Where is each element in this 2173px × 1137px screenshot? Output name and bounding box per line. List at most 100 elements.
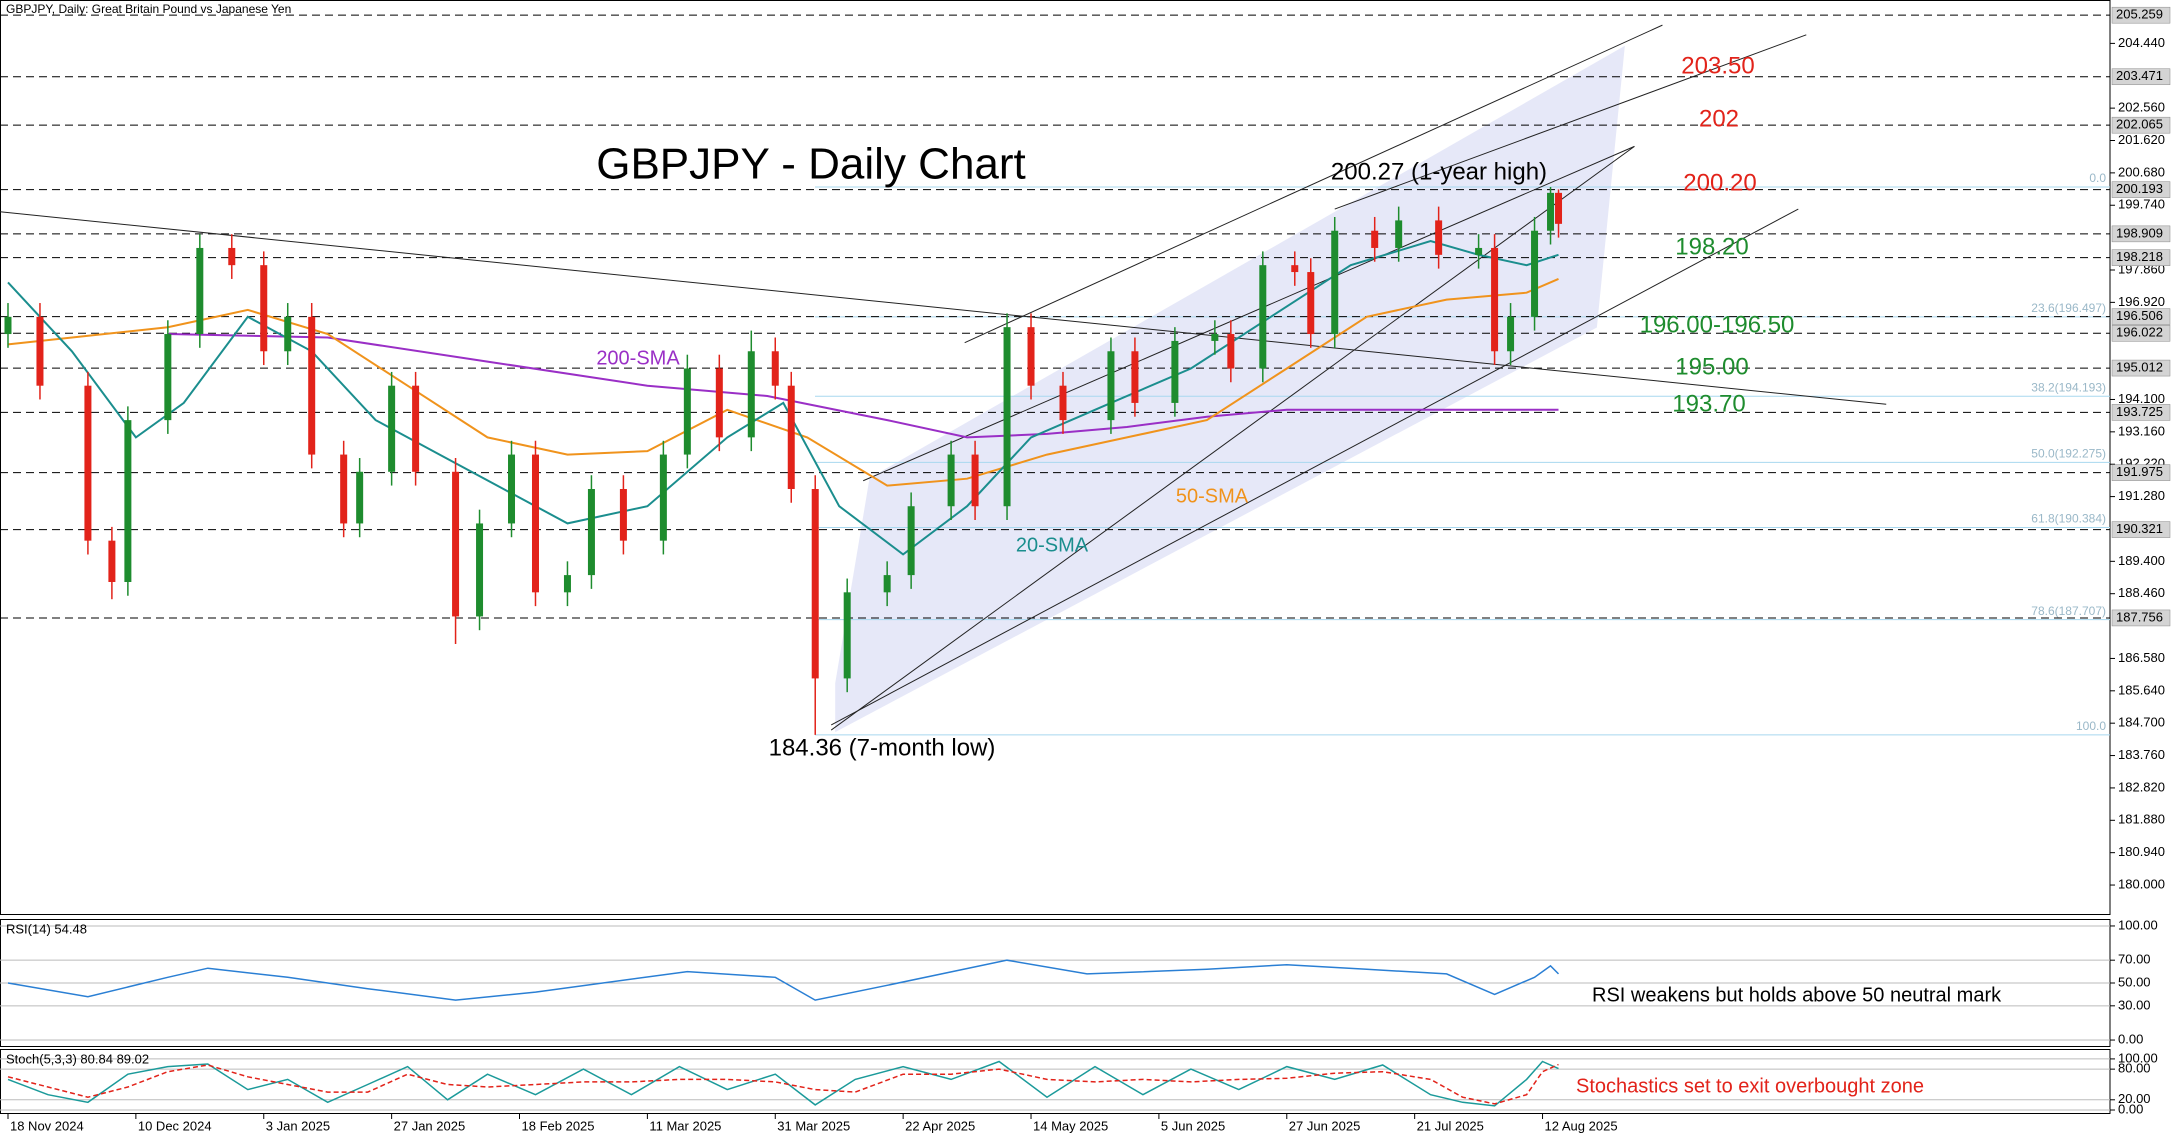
y-tick-label: 193.160 — [2118, 423, 2165, 438]
level-label: 195.012 — [2116, 360, 2163, 375]
sma-label: 20-SMA — [1016, 534, 1089, 556]
x-tick-label: 27 Jun 2025 — [1289, 1118, 1361, 1133]
annotation: 195.00 — [1675, 353, 1748, 380]
candle-body — [843, 592, 851, 679]
level-label: 190.321 — [2116, 521, 2163, 536]
trendline — [1334, 34, 1807, 210]
candle-body — [947, 454, 955, 507]
candle-body — [36, 316, 44, 386]
annotation: 200.27 (1-year high) — [1331, 158, 1547, 185]
y-tick-label: 182.820 — [2118, 779, 2165, 794]
candle-body — [771, 351, 779, 386]
candle-body — [1371, 230, 1379, 248]
level-label-box — [2111, 225, 2171, 243]
y-tick-label: 202.560 — [2118, 100, 2165, 115]
chart-subtitle: GBPJPY, Daily: Great Britain Pound vs Ja… — [6, 2, 291, 16]
x-tick-label: 3 Jan 2025 — [266, 1118, 330, 1133]
panel-title: Stoch(5,3,3) 80.84 89.02 — [6, 1051, 149, 1066]
panel-frame — [0, 0, 2111, 915]
level-label-box — [2111, 325, 2171, 342]
panel-frame — [0, 1049, 2111, 1114]
y-tick-label: 199.740 — [2118, 197, 2165, 212]
channel-area — [835, 45, 1625, 733]
x-tick-label: 18 Nov 2024 — [10, 1118, 84, 1133]
level-label: 198.218 — [2116, 249, 2163, 264]
candle-body — [308, 316, 316, 455]
chart-title: GBPJPY - Daily Chart — [596, 140, 1026, 189]
annotation: 184.36 (7-month low) — [769, 734, 996, 761]
x-tick-label: 5 Jun 2025 — [1161, 1118, 1225, 1133]
candle-body — [1547, 192, 1555, 231]
y-tick-label: 180.000 — [2118, 876, 2165, 891]
candle-body — [1395, 220, 1403, 248]
y-tick-label: 100.00 — [2118, 1050, 2158, 1065]
candle-body — [1555, 192, 1563, 224]
annotation: Stochastics set to exit overbought zone — [1576, 1075, 1924, 1097]
trendline — [964, 24, 1663, 344]
panel-title: RSI(14) 54.48 — [6, 921, 87, 936]
candle-body — [1003, 327, 1011, 507]
series-line — [7, 959, 1560, 1001]
level-label-box — [2111, 464, 2171, 481]
series-line — [167, 333, 1559, 439]
level-label: 193.725 — [2116, 404, 2163, 419]
level-label: 200.193 — [2116, 181, 2163, 196]
candle-body — [1435, 220, 1443, 255]
y-tick-label: 196.920 — [2118, 294, 2165, 309]
x-tick-label: 18 Feb 2025 — [522, 1118, 595, 1133]
candle-body — [4, 316, 12, 335]
series-line — [7, 277, 1559, 487]
candle-body — [683, 368, 691, 455]
annotation: 198.20 — [1675, 233, 1748, 260]
candle-body — [452, 471, 460, 617]
level-label-box — [2111, 359, 2171, 377]
y-tick-label: 188.460 — [2118, 585, 2165, 600]
candle-body — [531, 454, 539, 593]
candle-body — [1131, 351, 1139, 403]
x-tick-label: 11 Mar 2025 — [649, 1118, 721, 1133]
candle-body — [563, 575, 571, 593]
candle-body — [787, 385, 795, 490]
y-tick-label: 194.100 — [2118, 391, 2165, 406]
y-tick-label: 186.580 — [2118, 650, 2165, 665]
candle-body — [284, 316, 292, 352]
candle-body — [260, 265, 268, 352]
series-line — [7, 1063, 1559, 1105]
candle-body — [164, 334, 172, 421]
trendline — [830, 208, 1799, 726]
annotation: 203.50 — [1681, 52, 1754, 79]
x-tick-label: 27 Jan 2025 — [394, 1118, 466, 1133]
series-line — [7, 240, 1559, 556]
candle-body — [1491, 247, 1499, 352]
candle-body — [1259, 265, 1267, 369]
candle-body — [388, 385, 396, 472]
y-tick-label: 204.440 — [2118, 35, 2165, 50]
annotation: 193.70 — [1672, 390, 1745, 417]
annotation: 200.20 — [1683, 169, 1756, 196]
candle-body — [883, 575, 891, 593]
y-tick-label: 180.940 — [2118, 844, 2165, 859]
level-label-box — [2111, 6, 2171, 24]
level-label-box — [2111, 116, 2171, 134]
x-tick-label: 14 May 2025 — [1033, 1118, 1108, 1133]
fib-label: 38.2(194.193) — [2031, 380, 2106, 394]
candle-body — [196, 247, 204, 335]
candle-body — [1027, 327, 1035, 386]
candle-body — [1227, 334, 1235, 369]
candle-body — [1475, 247, 1483, 255]
candle-body — [1307, 272, 1315, 335]
y-tick-label: 201.620 — [2118, 132, 2165, 147]
y-tick-label: 70.00 — [2118, 952, 2151, 967]
level-label-box — [2111, 308, 2171, 325]
y-tick-label: 100.00 — [2118, 917, 2158, 932]
fib-label: 61.8(190.384) — [2031, 512, 2106, 526]
candle-body — [659, 454, 667, 541]
level-label: 205.259 — [2116, 7, 2163, 22]
candle-body — [1171, 340, 1179, 403]
candle-body — [715, 368, 723, 438]
candle-body — [907, 506, 915, 576]
y-tick-label: 183.760 — [2118, 747, 2165, 762]
candle-body — [587, 489, 595, 576]
fib-label: 0.0 — [2089, 171, 2106, 185]
